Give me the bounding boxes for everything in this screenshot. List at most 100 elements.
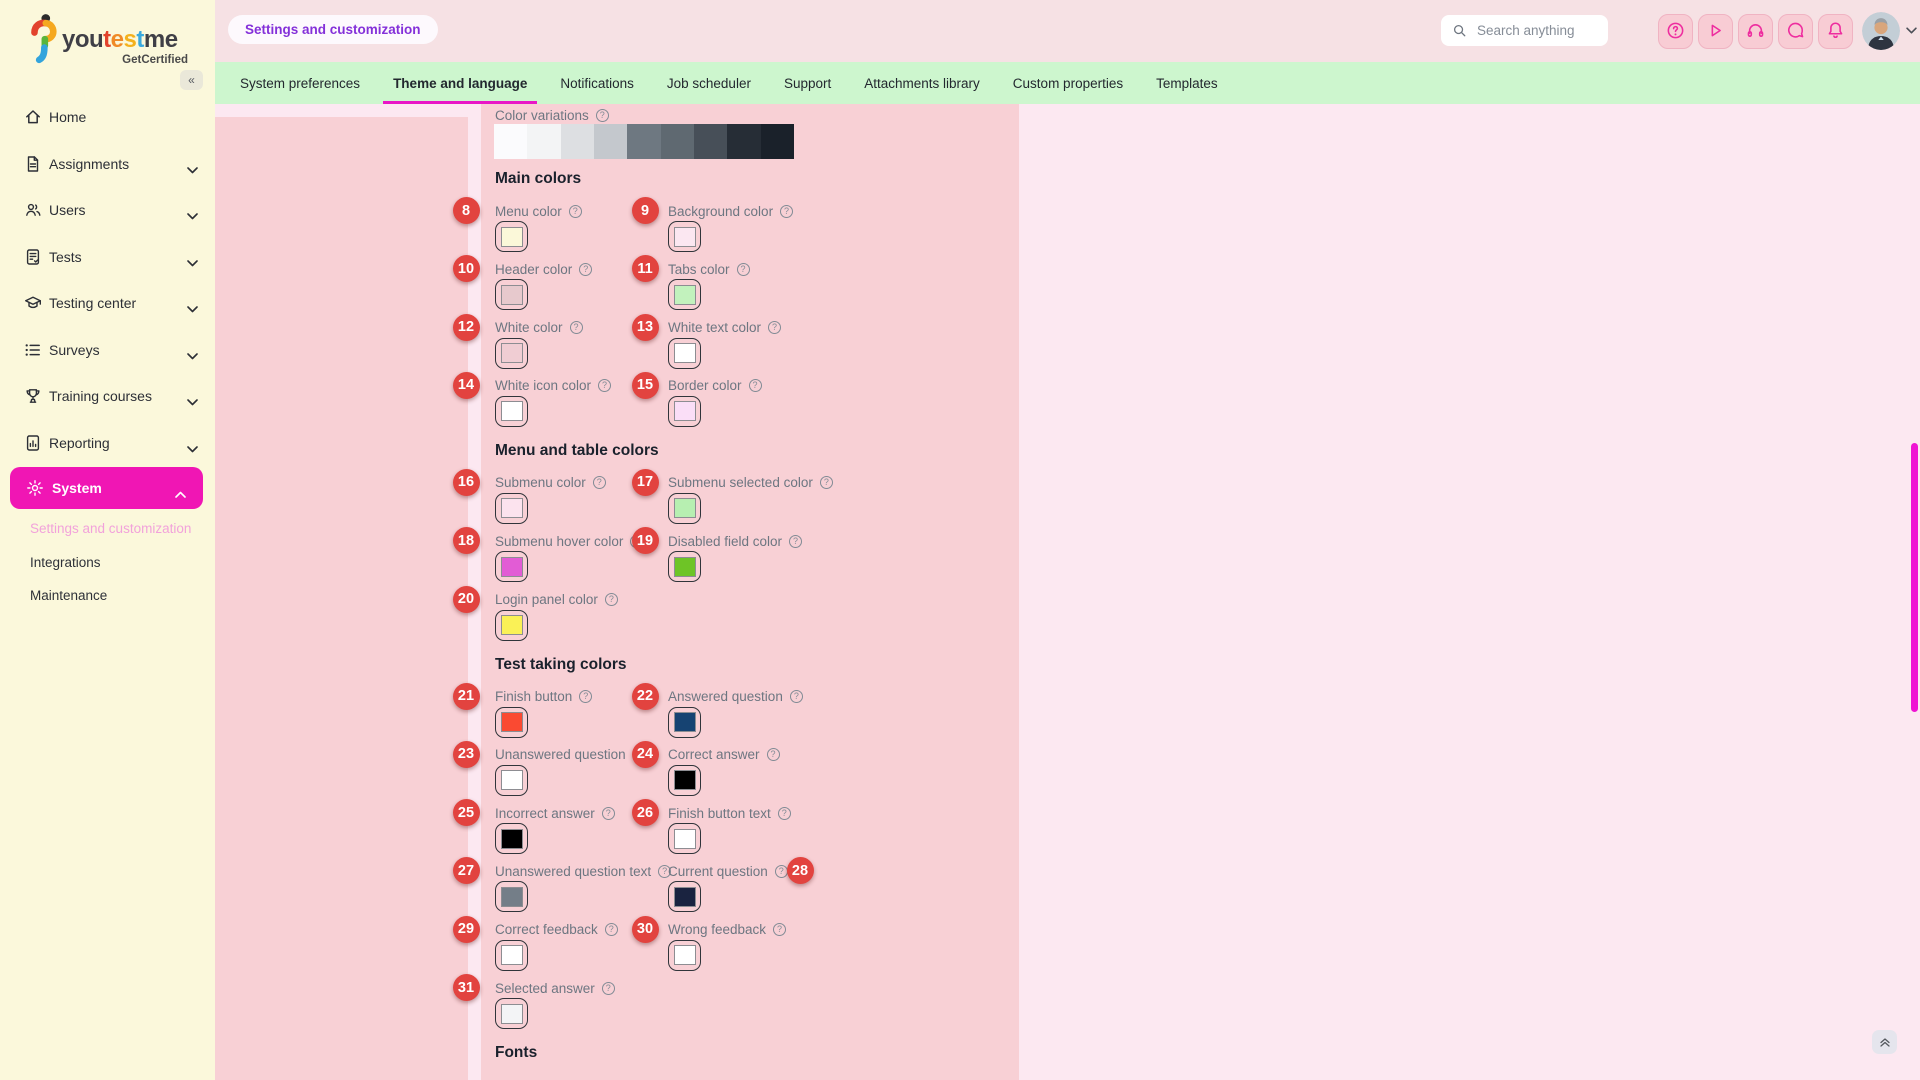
- field-correct-feedback-swatch-button[interactable]: [495, 939, 528, 971]
- field-incorrect-answer-swatch-button[interactable]: [495, 823, 528, 855]
- field-selected-answer-swatch-button[interactable]: [495, 998, 528, 1029]
- info-icon[interactable]: ?: [774, 864, 788, 878]
- callout-badge-24: 24: [631, 740, 659, 768]
- brand-letter: e: [110, 26, 124, 53]
- scroll-to-top-button[interactable]: [1872, 1030, 1897, 1054]
- info-icon[interactable]: ?: [604, 923, 618, 937]
- tab-job-scheduler[interactable]: Job scheduler: [666, 75, 751, 91]
- logo: youtestme GetCertified: [20, 10, 200, 72]
- header-help-button[interactable]: [1658, 14, 1693, 49]
- sidebar-collapse-button[interactable]: «: [180, 70, 203, 90]
- info-icon[interactable]: ?: [789, 690, 803, 703]
- sidebar-subitem-integrations[interactable]: Integrations: [30, 554, 101, 570]
- callout-badge-8: 8: [452, 197, 480, 224]
- sidebar-item-testing-center[interactable]: Testing center: [0, 280, 215, 326]
- sidebar-item-surveys[interactable]: Surveys: [0, 327, 215, 373]
- field-tabs-color-swatch-button[interactable]: [668, 279, 701, 311]
- avatar-chevron-down-icon[interactable]: [1906, 27, 1917, 34]
- field-white-color-swatch: [500, 343, 523, 364]
- search-box[interactable]: [1441, 15, 1608, 46]
- theme-settings-panel: Color variations? Main colors Menu color? 8…: [452, 104, 1019, 1080]
- sidebar-item-training-courses[interactable]: Training courses: [0, 373, 215, 419]
- info-icon[interactable]: ?: [748, 379, 762, 393]
- tab-attachments-library[interactable]: Attachments library: [864, 75, 980, 91]
- field-submenu-selected-color-swatch-button[interactable]: [668, 492, 701, 524]
- header-chat-button[interactable]: [1778, 14, 1813, 49]
- info-icon[interactable]: ?: [766, 748, 780, 762]
- scrollbar-thumb[interactable]: [1911, 443, 1918, 712]
- field-unanswered-question-text-swatch-button[interactable]: [495, 881, 528, 913]
- field-unanswered-question-swatch-button[interactable]: [495, 764, 528, 796]
- field-tabs-color-text: Tabs color: [668, 261, 730, 277]
- info-icon[interactable]: ?: [601, 806, 615, 820]
- field-border-color-label: Border color?: [668, 378, 762, 394]
- info-icon[interactable]: ?: [579, 690, 593, 703]
- chevron-down-icon: [187, 254, 198, 266]
- info-icon[interactable]: ?: [658, 864, 672, 878]
- field-answered-question-swatch-button[interactable]: [668, 706, 701, 738]
- info-icon[interactable]: ?: [773, 923, 787, 937]
- system-icon: [26, 479, 44, 497]
- search-input[interactable]: [1475, 22, 1597, 39]
- sidebar-item-label: Tests: [49, 248, 82, 265]
- sidebar-item-tests[interactable]: Tests: [0, 234, 215, 280]
- field-correct-answer-swatch-button[interactable]: [668, 764, 701, 796]
- field-white-color-swatch-button[interactable]: [495, 337, 528, 369]
- field-finish-button-text-swatch-button[interactable]: [668, 823, 701, 855]
- tab-system-preferences[interactable]: System preferences: [240, 75, 361, 91]
- info-icon[interactable]: ?: [592, 476, 606, 490]
- field-menu-color-swatch-button[interactable]: [495, 221, 528, 252]
- field-disabled-field-color-swatch-button[interactable]: [668, 551, 701, 583]
- sidebar-item-reporting[interactable]: Reporting: [0, 420, 215, 466]
- tab-notifications[interactable]: Notifications: [560, 75, 634, 91]
- tab-support[interactable]: Support: [783, 75, 832, 91]
- info-icon[interactable]: ?: [777, 806, 791, 820]
- info-icon[interactable]: ?: [768, 321, 782, 335]
- info-icon[interactable]: ?: [579, 262, 593, 276]
- info-icon[interactable]: ?: [595, 108, 609, 122]
- tab-templates[interactable]: Templates: [1156, 75, 1218, 91]
- header-headset-button[interactable]: [1738, 14, 1773, 49]
- sidebar-item-users[interactable]: Users: [0, 187, 215, 233]
- field-border-color-swatch-button[interactable]: [668, 395, 701, 427]
- chevron-down-icon: [187, 300, 198, 313]
- info-icon[interactable]: ?: [598, 379, 612, 393]
- field-login-panel-color-text: Login panel color: [495, 592, 598, 607]
- field-white-icon-color-swatch-button[interactable]: [495, 395, 528, 427]
- tab-theme-and-language[interactable]: Theme and language: [383, 62, 537, 104]
- avatar[interactable]: [1862, 12, 1900, 50]
- reporting-icon: [24, 434, 42, 452]
- sidebar-subitem-maintenance[interactable]: Maintenance: [30, 588, 108, 604]
- info-icon[interactable]: ?: [780, 204, 794, 218]
- field-finish-button-swatch-button[interactable]: [495, 706, 528, 738]
- field-header-color-swatch-button[interactable]: [495, 279, 528, 311]
- field-submenu-hover-color-swatch-button[interactable]: [495, 551, 528, 583]
- sidebar-item-label: Surveys: [49, 341, 100, 358]
- info-icon[interactable]: ?: [736, 262, 750, 276]
- users-icon: [24, 201, 42, 219]
- sidebar-subitem-settings-and-customization[interactable]: Settings and customization: [30, 521, 192, 536]
- field-finish-button-text: Finish button: [495, 689, 573, 704]
- tab-custom-properties[interactable]: Custom properties: [1012, 75, 1124, 91]
- sidebar-item-home[interactable]: Home: [0, 94, 215, 140]
- field-background-color-label: Background color?: [668, 203, 794, 219]
- info-icon[interactable]: ?: [568, 204, 582, 218]
- brand-letter: t: [103, 26, 111, 53]
- sidebar-item-assignments[interactable]: Assignments: [0, 141, 215, 187]
- info-icon[interactable]: ?: [569, 321, 583, 335]
- sidebar-item-system[interactable]: System: [10, 467, 203, 509]
- header-play-button[interactable]: [1698, 14, 1733, 49]
- info-icon[interactable]: ?: [819, 476, 833, 490]
- field-background-color-swatch-button[interactable]: [668, 221, 701, 252]
- field-submenu-color-swatch-button[interactable]: [495, 492, 528, 524]
- info-icon[interactable]: ?: [604, 593, 618, 606]
- info-icon[interactable]: ?: [789, 534, 803, 548]
- field-login-panel-color-swatch-button[interactable]: [495, 609, 528, 641]
- header-bell-button[interactable]: [1818, 14, 1853, 49]
- field-white-text-color-swatch-button[interactable]: [668, 337, 701, 369]
- info-icon[interactable]: ?: [601, 981, 615, 995]
- search-icon: [1453, 24, 1466, 37]
- field-unanswered-question-label: Unanswered question?: [495, 747, 646, 763]
- field-wrong-feedback-swatch-button[interactable]: [668, 939, 701, 971]
- field-current-question-swatch-button[interactable]: [668, 881, 701, 913]
